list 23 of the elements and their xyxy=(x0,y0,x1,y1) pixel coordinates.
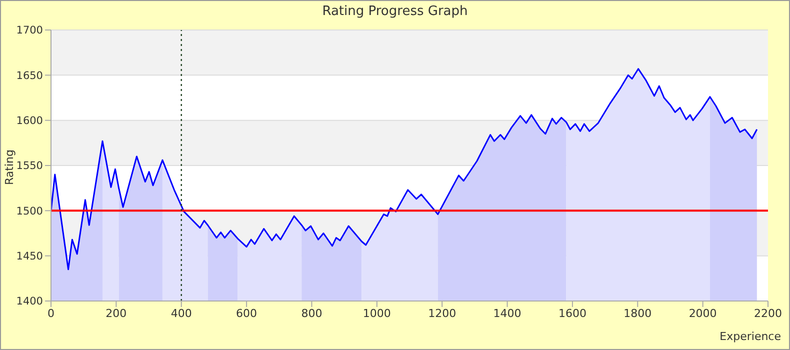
x-tick-label: 1200 xyxy=(428,306,456,320)
y-tick-label: 1400 xyxy=(16,296,43,308)
x-tick-label: 200 xyxy=(106,306,127,320)
x-tick-label: 0 xyxy=(48,306,54,320)
y-tick-label: 1600 xyxy=(16,115,43,128)
y-axis-title: Rating xyxy=(3,150,16,185)
x-axis-title: Experience xyxy=(720,330,781,343)
x-tick-label: 2000 xyxy=(688,306,717,320)
x-tick-label: 1400 xyxy=(493,306,522,320)
x-tick-label: 600 xyxy=(236,306,258,320)
x-tick-label: 1600 xyxy=(558,306,586,320)
x-tick-label: 1000 xyxy=(362,306,391,320)
y-tick-label: 1450 xyxy=(16,250,43,263)
line-series xyxy=(51,68,758,270)
x-tick-label: 1800 xyxy=(624,306,652,320)
y-tick-label: 1700 xyxy=(16,24,43,37)
chart-title: Rating Progress Graph xyxy=(321,4,469,19)
y-tick-label: 1650 xyxy=(16,70,43,82)
y-tick-label: 1550 xyxy=(16,160,43,172)
x-tick-label: 400 xyxy=(170,306,192,320)
y-tick-label: 1500 xyxy=(16,205,43,218)
x-tick-label: 800 xyxy=(301,306,322,320)
x-tick-label: 2200 xyxy=(754,306,782,320)
